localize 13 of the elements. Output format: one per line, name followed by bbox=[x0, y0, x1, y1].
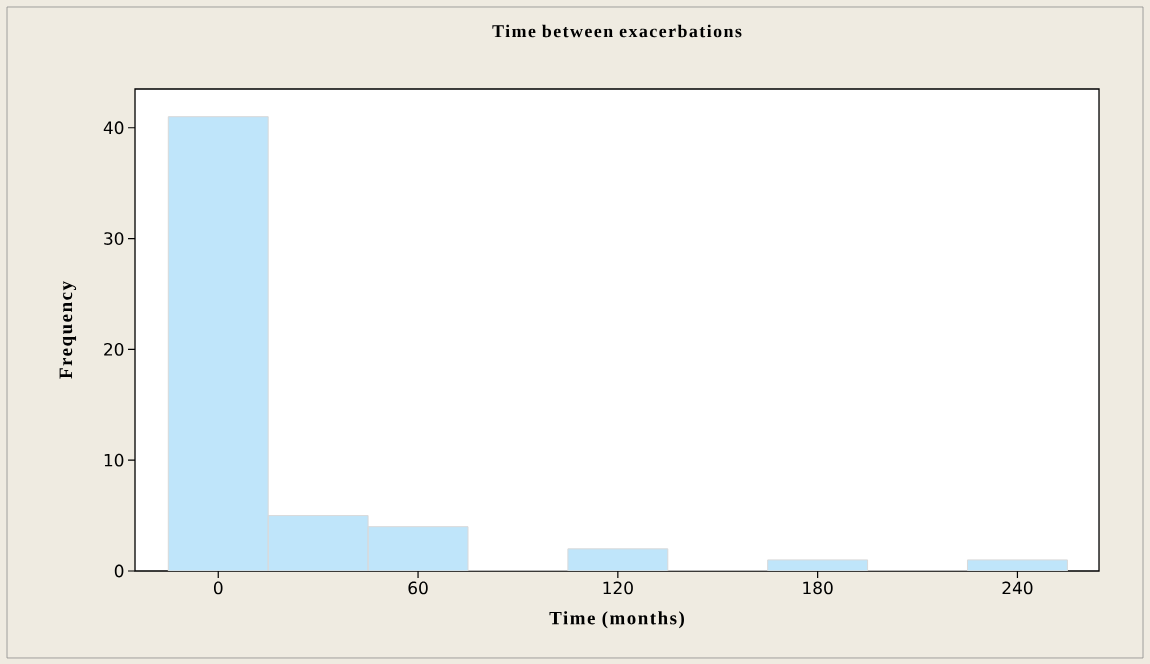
y-tick-label: 10 bbox=[104, 453, 124, 467]
y-tick-label: 40 bbox=[103, 121, 124, 135]
x-tick-label: 240 bbox=[1002, 581, 1033, 595]
y-tick-label: 30 bbox=[104, 232, 124, 245]
x-tick-label: 120 bbox=[603, 581, 633, 595]
x-tick-label: 0 bbox=[213, 581, 223, 595]
x-axis-title: Time (months) bbox=[549, 611, 684, 629]
x-tick-label: 60 bbox=[408, 581, 428, 595]
y-axis-title: Frequency bbox=[59, 281, 77, 379]
y-tick-label: 0 bbox=[114, 564, 124, 578]
chart-title: Time between exacerbations bbox=[492, 24, 742, 38]
y-tick-label: 20 bbox=[104, 342, 124, 356]
x-tick-label: 180 bbox=[803, 581, 833, 595]
